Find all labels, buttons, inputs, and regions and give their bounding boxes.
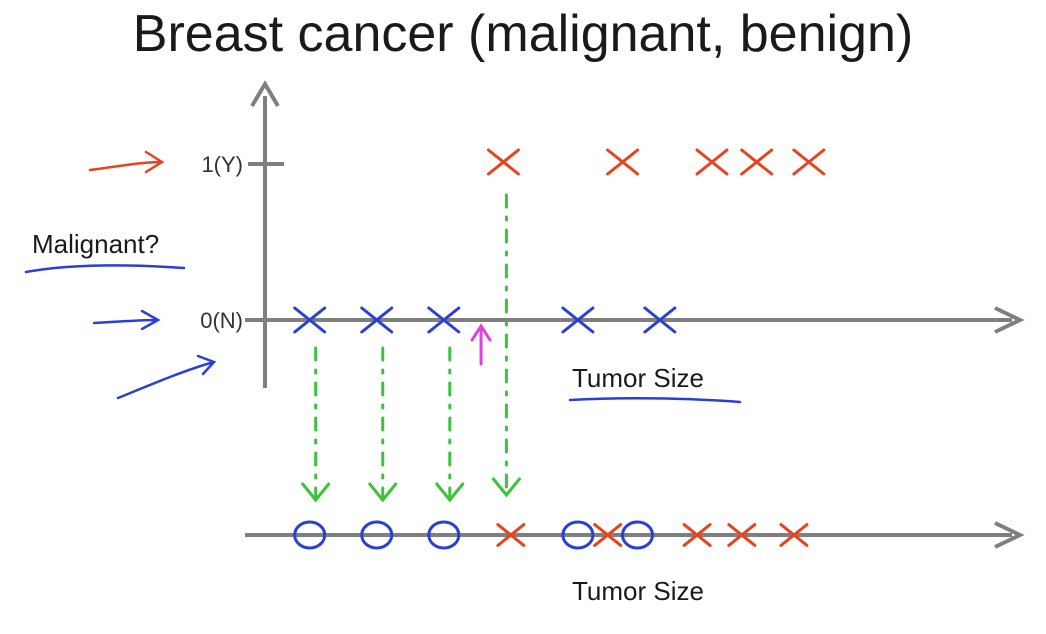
chart-title: Breast cancer (malignant, benign) <box>132 5 914 63</box>
y-axis-label: Malignant? <box>32 229 159 259</box>
bottom-point-benign-4 <box>621 520 654 550</box>
projection-arrow-1-head <box>368 482 398 503</box>
projection-arrow-3-head <box>491 477 521 498</box>
blue-stroke-arrow <box>116 354 217 400</box>
bottom-point-benign-2 <box>427 520 461 550</box>
x-axis-label-top-underline <box>568 397 742 404</box>
bottom-point-malignant-2 <box>682 523 712 547</box>
bottom-x-axis-arrowhead <box>994 521 1025 549</box>
top-point-benign-2 <box>427 306 461 334</box>
projection-arrow-0-head <box>301 482 331 503</box>
blue-pointer-arrow <box>92 309 161 331</box>
bottom-point-benign-0 <box>293 520 327 550</box>
top-point-malignant-4 <box>792 148 826 176</box>
y-tick-label-1: 1(Y) <box>201 152 243 177</box>
top-point-malignant-1 <box>606 148 640 176</box>
bottom-point-benign-3 <box>561 520 595 550</box>
x-axis-label-bottom: Tumor Size <box>572 576 704 606</box>
projection-arrow-2-head <box>435 482 465 503</box>
x-axis-arrowhead <box>994 306 1025 334</box>
bottom-point-malignant-3 <box>727 523 757 547</box>
top-point-malignant-0 <box>486 148 520 176</box>
top-point-benign-4 <box>643 306 677 334</box>
top-point-benign-0 <box>293 306 327 334</box>
threshold-arrow <box>470 323 492 366</box>
bottom-point-benign-1 <box>360 520 394 550</box>
chart-marks <box>293 148 826 550</box>
y-axis-arrowhead <box>250 80 280 108</box>
y-axis-label-underline <box>24 264 186 274</box>
y-tick-label-0: 0(N) <box>200 308 243 333</box>
bottom-point-malignant-1 <box>593 523 623 547</box>
top-point-benign-1 <box>360 306 394 334</box>
x-axis-label-top: Tumor Size <box>572 363 704 393</box>
top-point-malignant-3 <box>740 148 774 176</box>
bottom-point-malignant-0 <box>496 523 526 547</box>
bottom-point-malignant-4 <box>779 523 809 547</box>
top-point-malignant-2 <box>695 148 729 176</box>
red-pointer-arrow <box>88 150 165 174</box>
top-point-benign-3 <box>561 306 595 334</box>
